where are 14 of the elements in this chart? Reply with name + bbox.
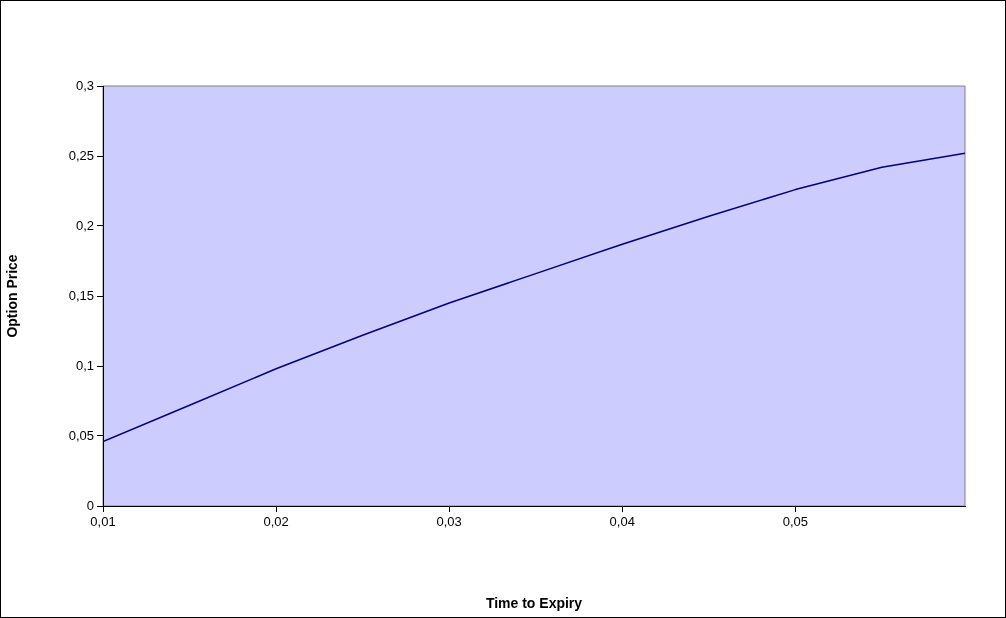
- x-tick-label: 0,05: [782, 514, 809, 530]
- y-tick-label: 0,2: [75, 217, 94, 233]
- y-tick-label: 0: [86, 497, 94, 513]
- y-tick-label: 0,15: [68, 287, 94, 303]
- y-tick-label: 0,1: [75, 357, 94, 373]
- y-axis-title: Option Price: [4, 254, 21, 338]
- y-tick-label: 0,05: [68, 427, 94, 443]
- x-tick-label: 0,02: [263, 514, 289, 530]
- y-tick-label: 0,3: [75, 77, 94, 93]
- x-axis-title: Time to Expiry: [485, 595, 583, 612]
- y-tick-label: 0,25: [68, 147, 94, 163]
- x-tick-label: 0,03: [436, 514, 462, 530]
- x-tick-label: 0,01: [90, 514, 116, 530]
- x-tick-label: 0,04: [609, 514, 635, 530]
